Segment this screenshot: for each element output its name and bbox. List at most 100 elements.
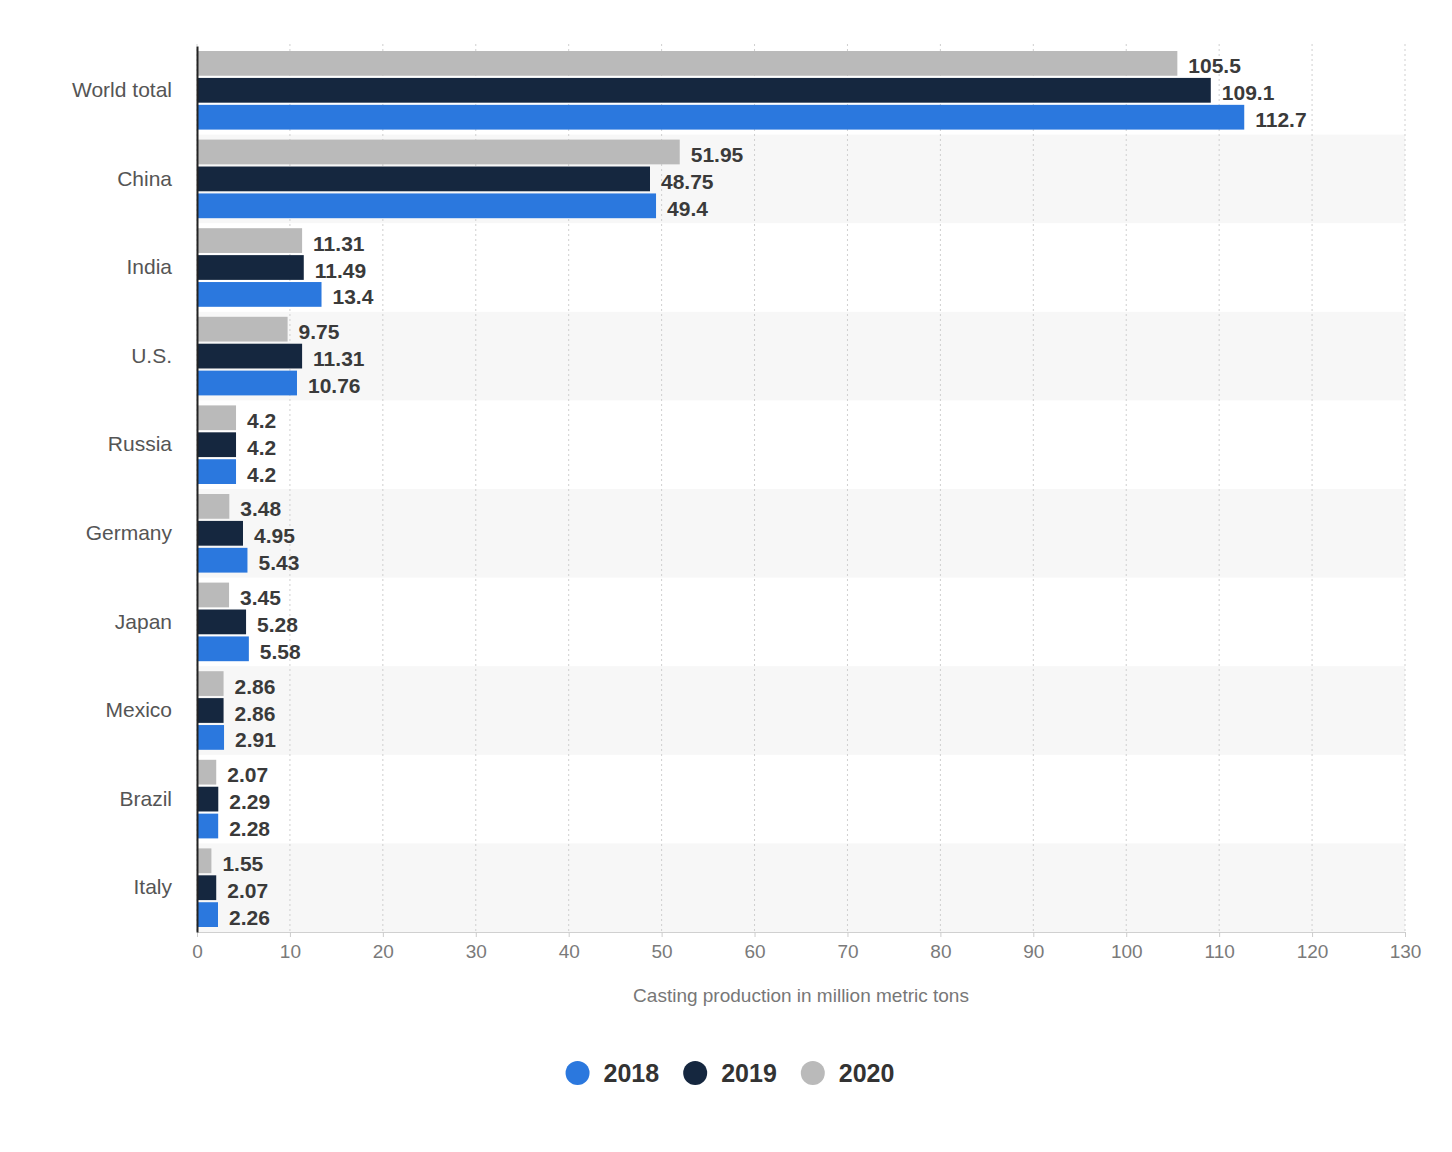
tick: 70 bbox=[837, 932, 858, 962]
tick: Mexico bbox=[105, 698, 197, 721]
bar bbox=[197, 548, 247, 573]
bar bbox=[197, 848, 211, 873]
legend: 2018 2019 2020 bbox=[566, 1059, 895, 1087]
data-label: 5.28 bbox=[257, 613, 298, 636]
x-axis-line bbox=[198, 933, 1406, 938]
tick-label: 90 bbox=[1023, 941, 1044, 962]
chart: 112.749.413.410.764.25.435.582.912.282.2… bbox=[0, 0, 1452, 1152]
tick: 110 bbox=[1205, 932, 1235, 962]
row-band bbox=[197, 843, 1405, 932]
bar bbox=[197, 282, 322, 307]
tick-label: 10 bbox=[280, 941, 301, 962]
tick: 120 bbox=[1297, 932, 1329, 962]
tick: 0 bbox=[192, 932, 203, 962]
tick: 130 bbox=[1390, 932, 1422, 962]
tick-mark bbox=[940, 932, 941, 937]
data-label: 3.48 bbox=[240, 497, 281, 520]
data-label: 109.1 bbox=[1222, 81, 1275, 104]
tick-label: 60 bbox=[744, 941, 765, 962]
bar bbox=[197, 140, 680, 165]
tick-mark bbox=[847, 932, 848, 937]
grid-line bbox=[1033, 44, 1034, 932]
bar bbox=[197, 698, 224, 723]
data-label: 49.4 bbox=[667, 197, 708, 220]
tick-mark bbox=[476, 932, 477, 937]
tick-label: 20 bbox=[373, 941, 394, 962]
data-label: 5.43 bbox=[258, 551, 299, 574]
category-label: Mexico bbox=[105, 698, 172, 721]
category-label: Italy bbox=[133, 875, 172, 898]
data-label: 10.76 bbox=[308, 374, 361, 397]
data-label: 11.31 bbox=[313, 232, 365, 255]
row-band bbox=[197, 666, 1405, 755]
series-bars bbox=[197, 105, 1244, 927]
bar bbox=[197, 51, 1177, 76]
tick-label: 130 bbox=[1390, 941, 1422, 962]
data-label: 4.95 bbox=[254, 524, 295, 547]
tick-label: 110 bbox=[1205, 941, 1235, 962]
tick-label: 40 bbox=[559, 941, 580, 962]
tick: 20 bbox=[373, 932, 394, 962]
data-label: 105.5 bbox=[1188, 54, 1241, 77]
data-label: 4.2 bbox=[247, 436, 276, 459]
tick-label: 0 bbox=[192, 941, 203, 962]
category-label: India bbox=[126, 255, 172, 278]
bar bbox=[197, 228, 302, 253]
bar bbox=[197, 583, 229, 608]
data-label: 48.75 bbox=[661, 170, 714, 193]
data-label: 2.86 bbox=[235, 702, 276, 725]
tick: 90 bbox=[1023, 932, 1044, 962]
tick-label: 100 bbox=[1111, 941, 1143, 962]
tick: Russia bbox=[108, 432, 197, 455]
tick-mark bbox=[383, 932, 384, 937]
legend-label: 2019 bbox=[721, 1059, 777, 1087]
tick-mark bbox=[755, 932, 756, 937]
data-label: 11.31 bbox=[313, 347, 365, 370]
tick: Italy bbox=[133, 875, 197, 898]
legend-item: 2018 bbox=[566, 1059, 660, 1087]
bar bbox=[197, 405, 236, 430]
tick: 100 bbox=[1111, 932, 1143, 962]
data-label: 112.7 bbox=[1255, 108, 1306, 131]
grid-line bbox=[847, 44, 848, 932]
tick: 80 bbox=[930, 932, 951, 962]
bar bbox=[197, 875, 216, 900]
bar bbox=[197, 344, 302, 369]
data-label: 3.45 bbox=[240, 586, 281, 609]
bar bbox=[197, 521, 243, 546]
data-label: 2.28 bbox=[229, 817, 270, 840]
tick-mark bbox=[569, 932, 570, 937]
tick-label: 50 bbox=[652, 941, 673, 962]
tick: China bbox=[117, 167, 197, 190]
bar bbox=[197, 255, 304, 280]
row-band bbox=[197, 489, 1405, 578]
data-label: 2.29 bbox=[229, 790, 270, 813]
category-label: Germany bbox=[86, 521, 173, 544]
grid-line bbox=[1405, 44, 1406, 932]
tick-mark bbox=[1219, 932, 1220, 937]
data-label: 2.07 bbox=[227, 879, 268, 902]
x-axis: 0102030405060708090100110120130 bbox=[192, 932, 1421, 962]
row-bands bbox=[197, 135, 1405, 932]
data-label: 2.91 bbox=[235, 728, 276, 751]
tick: U.S. bbox=[131, 344, 197, 367]
bar bbox=[197, 725, 224, 750]
tick-mark bbox=[290, 932, 291, 937]
legend-item: 2020 bbox=[801, 1059, 895, 1087]
category-label: Japan bbox=[115, 610, 172, 633]
tick: Brazil bbox=[119, 787, 197, 810]
bar bbox=[197, 371, 297, 396]
data-label: 9.75 bbox=[299, 320, 340, 343]
tick-mark bbox=[1405, 932, 1406, 937]
tick-mark bbox=[197, 932, 198, 937]
row-band bbox=[197, 312, 1405, 401]
bar bbox=[197, 105, 1244, 130]
tick: Japan bbox=[115, 610, 197, 633]
tick: India bbox=[126, 255, 197, 278]
bar bbox=[197, 787, 218, 812]
y-axis-line bbox=[197, 47, 199, 933]
tick: 60 bbox=[744, 932, 765, 962]
tick-mark bbox=[662, 932, 663, 937]
data-label: 1.55 bbox=[222, 852, 263, 875]
bar bbox=[197, 902, 218, 927]
